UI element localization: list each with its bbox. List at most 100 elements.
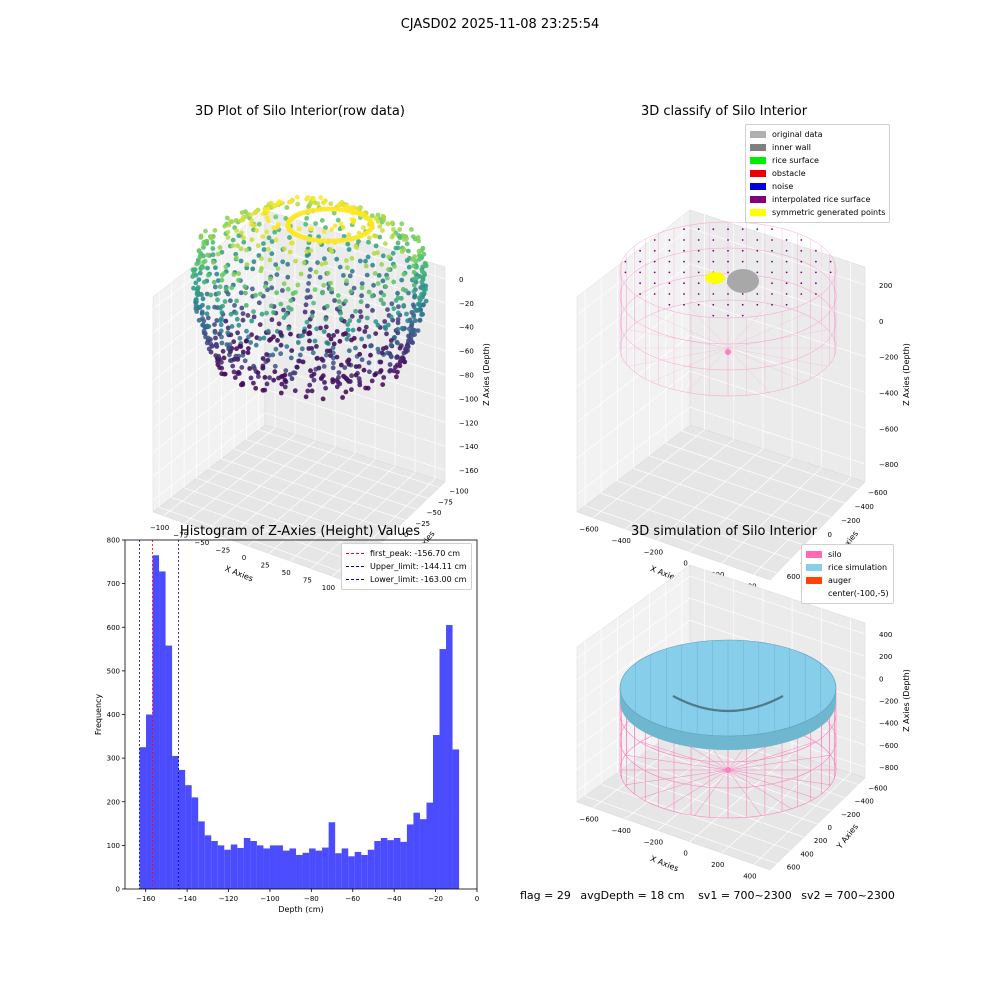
legend-label: rice simulation: [828, 563, 888, 572]
data-point: [314, 344, 319, 349]
data-point: [212, 304, 218, 310]
silo-floor-line: [727, 347, 828, 367]
data-point: [216, 353, 222, 359]
interpolated-point: [741, 293, 744, 295]
y-tick-label: 300: [107, 755, 120, 763]
data-point: [323, 260, 329, 266]
interpolated-point: [683, 303, 685, 306]
interpolated-point: [697, 260, 700, 263]
data-point: [205, 305, 211, 310]
data-point: [359, 336, 364, 342]
histogram-bar: [374, 841, 381, 889]
data-point: [279, 381, 285, 387]
data-point: [308, 226, 313, 232]
histogram-chart: −160 −140 −120 −100 −80 −60 −40 −20 0 0 100 200 300 4…: [94, 537, 479, 915]
histogram-bar: [446, 625, 453, 889]
data-point: [201, 279, 207, 285]
data-point: [306, 281, 311, 286]
data-point: [383, 241, 388, 246]
interpolated-point: [727, 228, 729, 231]
y-tick-label: 100: [107, 842, 120, 850]
y-tick-label: −400: [855, 798, 874, 806]
data-point: [334, 329, 340, 334]
interpolated-point: [771, 239, 773, 241]
data-point: [307, 331, 313, 336]
data-point: [380, 228, 385, 233]
data-point: [196, 248, 202, 254]
interpolated-point: [785, 282, 788, 285]
data-point: [240, 311, 246, 316]
data-point: [283, 368, 289, 373]
data-point: [417, 318, 423, 323]
interpolated-point: [727, 293, 729, 295]
x-tick-label: −160: [136, 895, 155, 903]
y-tick-label: 500: [107, 667, 120, 675]
data-point: [384, 275, 390, 281]
y-tick-label: −600: [868, 785, 887, 793]
silo-floor-line: [727, 347, 770, 393]
silo-center-mark: [725, 349, 731, 355]
interpolated-point: [800, 260, 803, 263]
histogram-bar: [387, 840, 394, 889]
data-point: [273, 346, 279, 352]
data-point: [338, 362, 344, 368]
data-point: [377, 224, 383, 229]
data-point: [307, 382, 313, 388]
data-point: [375, 219, 381, 224]
data-point: [218, 322, 224, 328]
data-point: [251, 309, 256, 314]
data-point: [378, 359, 384, 365]
data-point: [284, 205, 290, 210]
data-point: [419, 291, 424, 297]
data-point: [397, 227, 403, 232]
data-point: [205, 265, 210, 271]
data-point: [210, 240, 216, 245]
data-point: [423, 261, 429, 267]
x-tick-label: 0: [683, 560, 687, 568]
data-point: [344, 278, 349, 284]
data-point: [204, 340, 210, 346]
silo-floor-line: [727, 303, 770, 349]
data-point: [214, 271, 220, 277]
data-point: [388, 367, 393, 373]
data-point: [225, 325, 231, 331]
grid-line: [649, 748, 832, 812]
data-point: [375, 346, 381, 352]
histogram-bar: [282, 850, 290, 889]
data-point: [388, 353, 394, 359]
data-point: [381, 301, 386, 307]
data-point: [356, 239, 361, 244]
data-point: [362, 343, 368, 349]
z-tick-label: −800: [879, 461, 898, 469]
histogram-bar: [413, 812, 420, 889]
histogram-bar: [341, 848, 349, 889]
data-point: [284, 344, 290, 349]
data-point: [232, 303, 237, 308]
histogram-title: Histogram of Z-Axies (Height) Values: [179, 524, 421, 539]
data-point: [376, 273, 382, 278]
data-point: [323, 316, 329, 322]
data-point: [371, 282, 376, 288]
x-axis-label: Depth (cm): [278, 905, 323, 914]
data-point: [366, 334, 372, 339]
histogram-bar: [452, 749, 460, 889]
data-point: [242, 358, 248, 364]
data-point: [372, 271, 378, 276]
histogram-bar: [178, 769, 186, 889]
legend-entry: rice surface: [750, 154, 885, 167]
data-point: [334, 354, 340, 360]
data-point: [358, 314, 364, 320]
data-point: [359, 281, 365, 286]
z-tick-label: −160: [459, 467, 478, 475]
data-point: [338, 316, 344, 322]
data-point: [329, 238, 335, 244]
data-point: [328, 353, 333, 358]
data-point: [330, 345, 336, 351]
interpolated-point: [771, 228, 773, 231]
data-point: [272, 363, 278, 369]
z-axis-label: Z Axies (Depth): [902, 669, 911, 732]
data-point: [270, 352, 276, 358]
data-point: [271, 377, 277, 383]
x-tick-label: 25: [261, 562, 270, 570]
x-tick-label: −400: [612, 537, 631, 545]
